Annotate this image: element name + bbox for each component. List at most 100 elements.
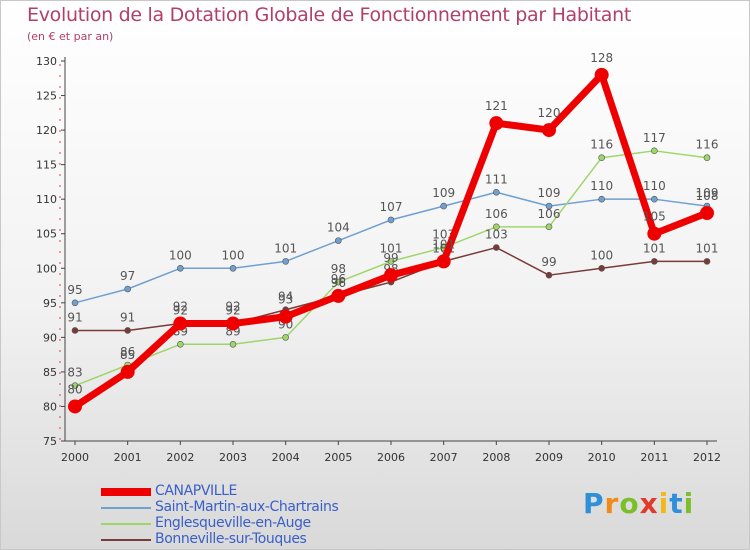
y-tick-label: 95 (43, 297, 57, 310)
data-point (387, 258, 395, 265)
logo-letter: P (583, 487, 605, 520)
data-label: 99 (541, 255, 556, 269)
data-point (703, 258, 711, 265)
data-point (335, 237, 342, 244)
y-tick-label: 130 (36, 55, 57, 68)
data-label: 116 (696, 138, 719, 152)
data-point (545, 223, 553, 231)
y-tick-label: 100 (36, 262, 57, 275)
data-label: 96 (331, 272, 346, 286)
legend-label: Englesqueville-en-Auge (155, 515, 311, 531)
data-label: 83 (67, 366, 82, 380)
logo-letter: x (639, 487, 659, 520)
data-point (647, 226, 662, 241)
data-label: 93 (278, 293, 293, 307)
y-tick-label: 115 (36, 159, 57, 172)
data-label: 101 (432, 237, 455, 251)
x-tick-label: 2011 (640, 451, 668, 464)
proxiti-logo: Proxiti (583, 487, 694, 520)
x-tick-label: 2004 (272, 451, 300, 464)
data-label: 100 (222, 248, 245, 262)
data-point (489, 116, 504, 131)
legend-swatch (101, 488, 151, 496)
data-point (384, 268, 398, 283)
y-tick-label: 120 (36, 124, 57, 137)
x-tick-label: 2009 (535, 451, 563, 464)
x-tick-label: 2012 (693, 451, 721, 464)
data-label: 111 (485, 172, 508, 186)
data-label: 100 (590, 248, 613, 262)
y-tick-label: 80 (43, 400, 57, 413)
data-label: 110 (590, 179, 613, 193)
data-point (71, 382, 79, 390)
data-point (278, 309, 293, 324)
data-point (493, 223, 500, 231)
data-point (226, 316, 240, 331)
data-label: 106 (485, 207, 508, 221)
data-label: 120 (538, 106, 561, 120)
data-point (331, 288, 346, 303)
data-point (598, 195, 605, 203)
data-label: 116 (590, 138, 613, 152)
data-label: 95 (67, 283, 82, 297)
data-point (651, 147, 658, 155)
data-point (335, 278, 342, 286)
data-point (68, 399, 82, 414)
data-label: 103 (485, 228, 508, 242)
logo-letter: o (619, 487, 640, 520)
data-label: 96 (331, 276, 346, 290)
chart-subtitle: (en € et par an) (27, 30, 114, 43)
data-label: 86 (120, 345, 135, 359)
x-tick-label: 2006 (377, 451, 405, 464)
x-tick-label: 2010 (588, 451, 616, 464)
y-tick-label: 75 (43, 435, 57, 448)
data-point (436, 254, 451, 269)
data-label: 99 (383, 251, 398, 265)
data-point (124, 285, 131, 293)
data-point (545, 271, 553, 279)
data-point (71, 299, 79, 307)
data-label: 109 (432, 186, 455, 200)
data-point (120, 364, 135, 379)
data-point (387, 216, 395, 224)
x-tick-label: 2000 (61, 451, 89, 464)
y-tick-label: 85 (43, 366, 57, 379)
chart-title: Evolution de la Dotation Globale de Fonc… (27, 4, 632, 26)
data-label: 106 (538, 207, 561, 221)
x-tick-label: 2003 (219, 451, 247, 464)
y-tick-label: 90 (43, 331, 57, 344)
data-point (124, 327, 131, 334)
data-label: 121 (485, 99, 508, 113)
data-point (173, 316, 188, 331)
data-point (542, 123, 556, 138)
data-point (177, 264, 184, 272)
logo-letter: i (683, 487, 695, 520)
data-label: 108 (696, 189, 719, 203)
data-point (594, 67, 609, 82)
data-point (598, 264, 605, 272)
data-point (598, 154, 605, 162)
data-label: 92 (173, 304, 188, 318)
series-saint-martin-aux-chartrains: 95 97 100 100 101 104 107 109 111 109 110 110 109 (67, 172, 719, 307)
data-point (651, 258, 658, 265)
data-point (493, 188, 500, 196)
legend-label: Saint-Martin-aux-Chartrains (155, 499, 339, 515)
logo-letter: t (669, 487, 684, 520)
data-point (651, 195, 658, 203)
data-label: 97 (120, 269, 135, 283)
data-point (545, 202, 553, 210)
data-label: 109 (696, 186, 719, 200)
x-tick-label: 2001 (114, 451, 142, 464)
data-label: 101 (274, 241, 297, 255)
logo-letter: r (604, 487, 620, 520)
data-label: 105 (643, 210, 666, 224)
y-tick-label: 110 (36, 193, 57, 206)
data-label: 101 (643, 241, 666, 255)
data-label: 91 (120, 310, 135, 324)
data-point (71, 327, 79, 334)
data-label: 92 (225, 300, 240, 314)
legend-swatch (101, 523, 151, 525)
data-label: 94 (278, 290, 293, 304)
